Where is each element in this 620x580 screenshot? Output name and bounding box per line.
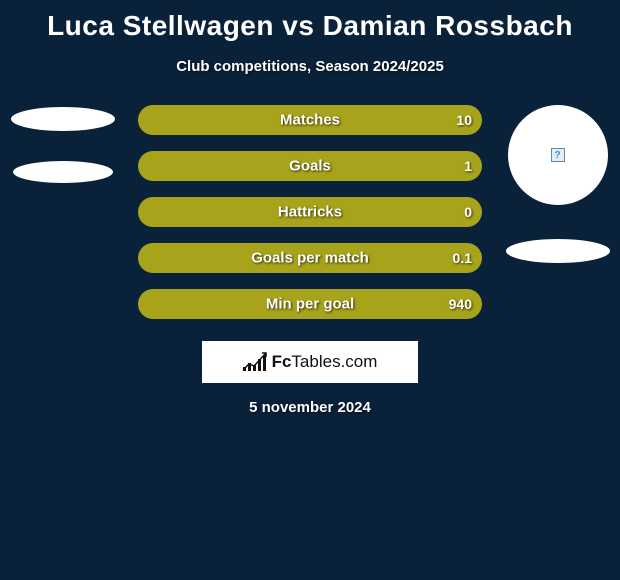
fctables-logo: FcTables.com	[202, 341, 418, 383]
stat-bar-value-right: 1	[464, 158, 472, 174]
left-player-col	[5, 105, 120, 183]
image-placeholder-icon: ?	[551, 148, 565, 162]
stat-bar-label: Min per goal	[266, 296, 354, 313]
page-title: Luca Stellwagen vs Damian Rossbach	[0, 0, 620, 42]
date-label: 5 november 2024	[0, 399, 620, 416]
logo-bar-segment	[258, 359, 261, 371]
left-ellipse-2	[13, 161, 113, 183]
stat-bar-label: Goals per match	[251, 250, 369, 267]
right-ellipse	[506, 239, 610, 263]
stats-bars: Matches 10 Goals 1 Hattricks 0 Goals per match…	[138, 105, 482, 319]
logo-text: FcTables.com	[272, 352, 378, 372]
stat-bar-value-right: 10	[456, 112, 472, 128]
logo-chart-icon	[243, 353, 266, 371]
stat-bar-value-right: 940	[449, 296, 472, 312]
logo-bar-segment	[263, 355, 266, 371]
logo-bar-segment	[243, 367, 246, 371]
stat-bar: Goals per match 0.1	[138, 243, 482, 273]
right-player-col: ?	[500, 105, 615, 263]
stat-bar-value-right: 0.1	[453, 250, 472, 266]
stat-bar: Min per goal 940	[138, 289, 482, 319]
stat-bar-label: Hattricks	[278, 204, 342, 221]
logo-bar-segment	[253, 365, 256, 371]
logo-bar-segment	[248, 363, 251, 371]
stat-bar: Hattricks 0	[138, 197, 482, 227]
stat-bar: Matches 10	[138, 105, 482, 135]
right-player-circle: ?	[508, 105, 608, 205]
subtitle: Club competitions, Season 2024/2025	[0, 58, 620, 75]
stat-bar: Goals 1	[138, 151, 482, 181]
stat-bar-label: Goals	[289, 158, 331, 175]
logo-brand-bold: Fc	[272, 352, 292, 371]
content-row: Matches 10 Goals 1 Hattricks 0 Goals per match…	[0, 105, 620, 319]
stat-bar-label: Matches	[280, 112, 340, 129]
left-ellipse-1	[11, 107, 115, 131]
stat-bar-value-right: 0	[464, 204, 472, 220]
logo-brand-rest: Tables.com	[291, 352, 377, 371]
